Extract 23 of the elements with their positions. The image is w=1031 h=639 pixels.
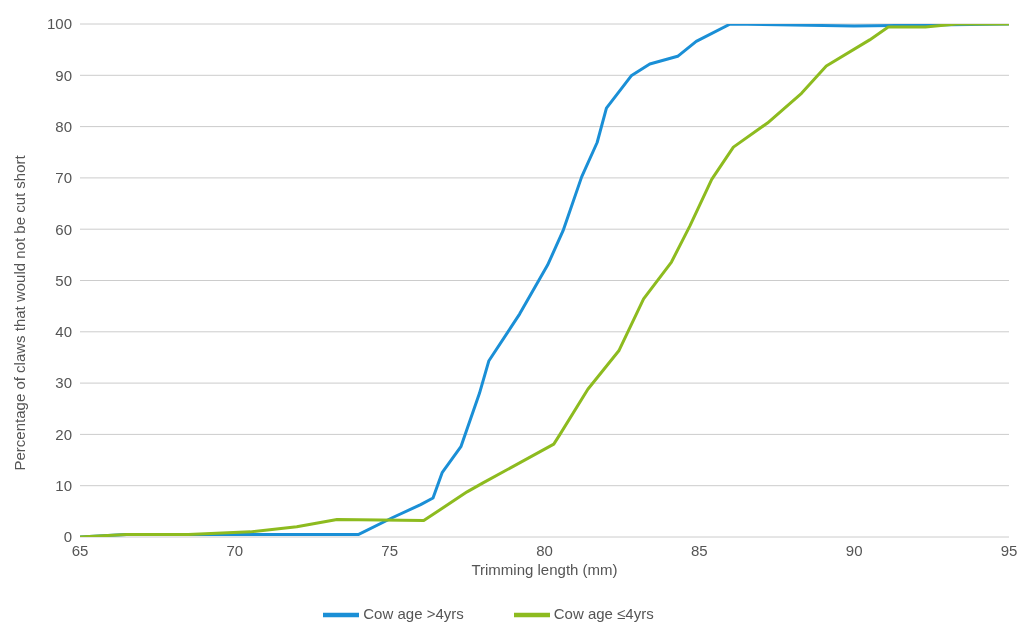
x-tick-label: 95 [1000,541,1018,559]
y-tick-label: 0 [63,528,72,546]
y-tick-label: 100 [46,15,72,33]
y-tick-label: 60 [55,220,72,238]
x-tick-label: 85 [690,541,708,559]
y-tick-label: 10 [55,477,72,495]
y-tick-label: 70 [55,169,72,187]
y-tick-label: 50 [55,271,72,289]
y-tick-label: 30 [55,374,72,392]
line-series [80,24,1009,537]
y-tick-label: 40 [55,323,72,341]
x-tick-label: 70 [226,541,244,559]
y-tick-label: 20 [55,425,72,443]
legend-label: Cow age ≤4yrs [553,604,654,622]
x-tick-label: 75 [381,541,399,559]
x-axis-title: Trimming length (mm) [471,561,618,578]
legend-label: Cow age >4yrs [363,604,464,622]
y-tick-label: 80 [55,117,72,135]
y-tick-label: 90 [55,66,72,84]
x-tick-label: 65 [71,541,89,559]
y-axis-title: Percentage of claws that would not be cut short [11,154,29,471]
x-tick-label: 90 [845,541,863,559]
x-tick-label: 80 [536,541,553,559]
